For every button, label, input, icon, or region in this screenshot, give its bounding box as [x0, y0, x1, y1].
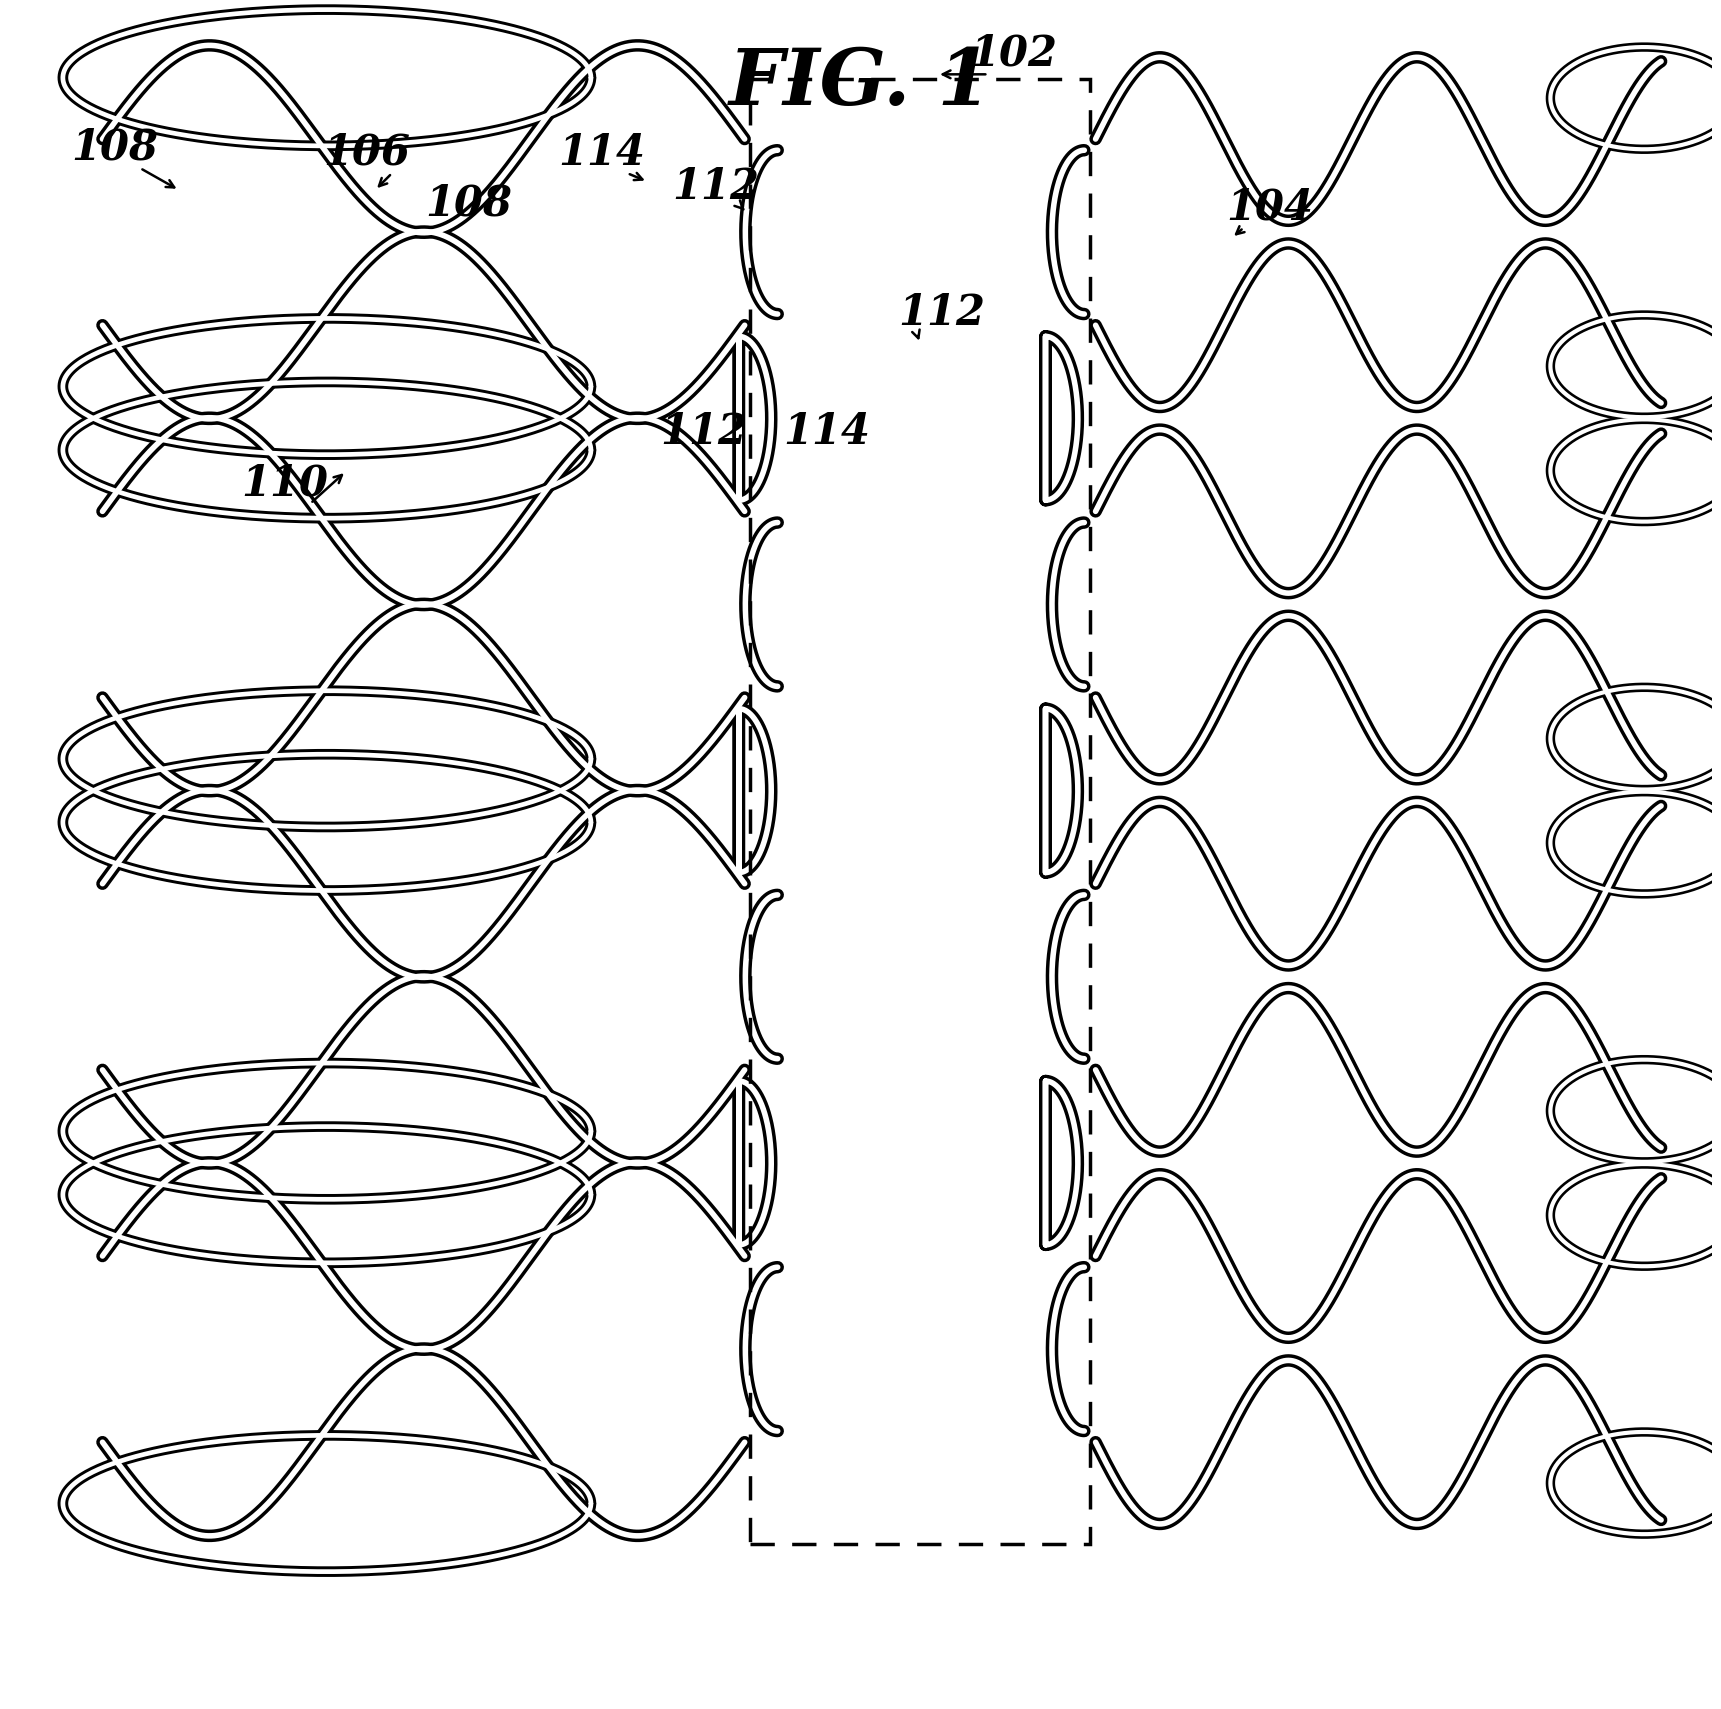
Text: 108: 108: [425, 183, 513, 226]
Text: 106: 106: [324, 132, 410, 174]
Text: 112: 112: [898, 292, 986, 333]
Text: 104: 104: [1225, 186, 1313, 229]
Text: 108: 108: [71, 126, 158, 169]
Text: 112: 112: [661, 412, 747, 453]
Text: 114: 114: [783, 412, 869, 453]
Text: 102: 102: [971, 32, 1057, 75]
Text: 110: 110: [241, 461, 329, 504]
Bar: [750, 79, 1091, 1545]
Text: 114: 114: [558, 132, 645, 174]
Text: 112: 112: [673, 166, 759, 208]
Text: FIG. 1: FIG. 1: [728, 46, 993, 121]
